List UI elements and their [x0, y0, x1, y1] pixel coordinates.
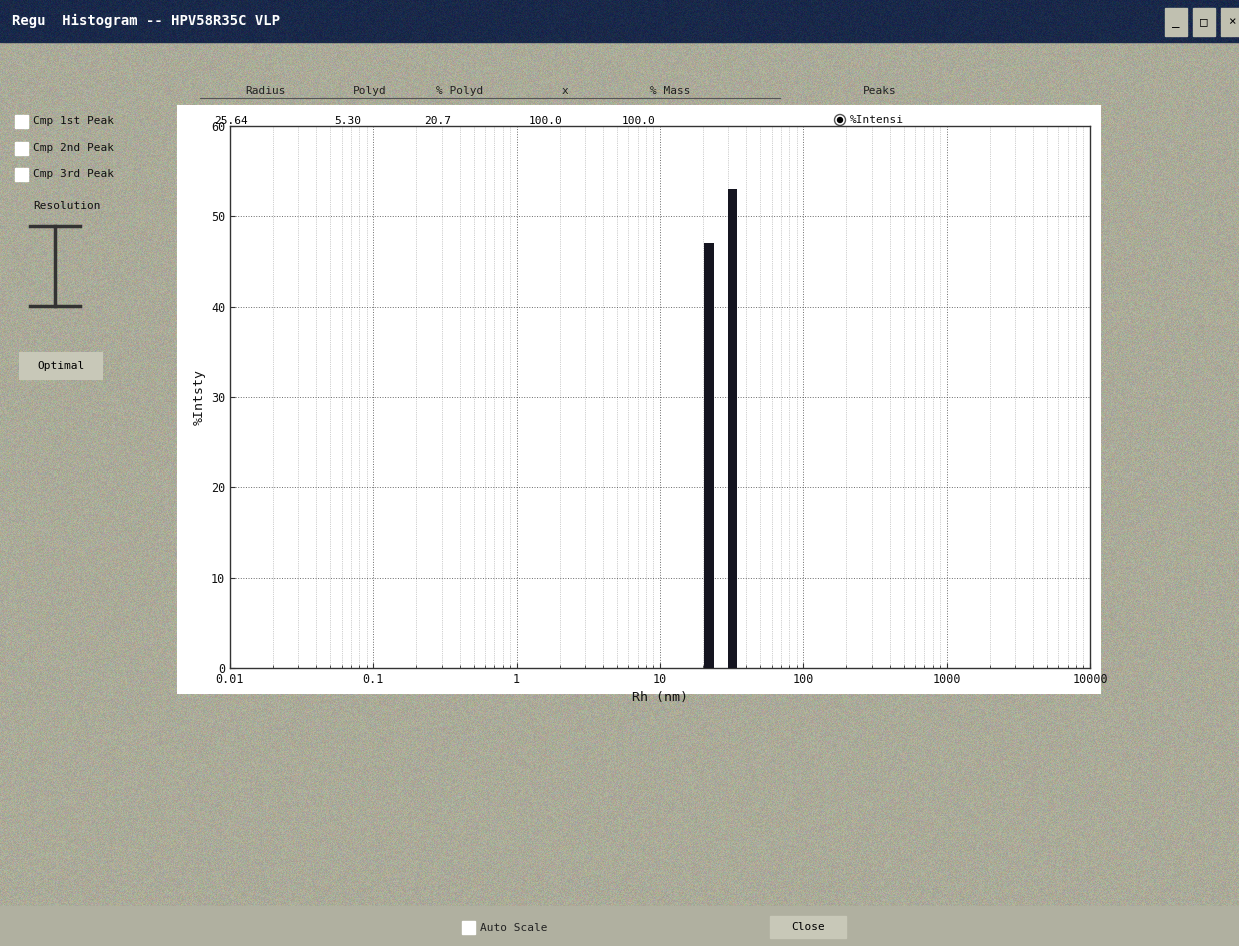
- Text: 5.30: 5.30: [335, 116, 361, 126]
- Bar: [15, 115, 28, 128]
- Bar: [15, 142, 28, 155]
- Circle shape: [838, 117, 843, 122]
- Text: Optimal: Optimal: [37, 361, 84, 371]
- Text: Auto Scale: Auto Scale: [479, 923, 548, 933]
- X-axis label: Rh (nm): Rh (nm): [632, 692, 688, 705]
- Bar: [1193, 8, 1215, 36]
- Text: Mass: Mass: [850, 143, 877, 153]
- Bar: [420, 110, 488, 130]
- Bar: [15, 168, 28, 181]
- Bar: [0, 906, 1239, 946]
- Text: Radius: Radius: [245, 86, 285, 96]
- Text: Cmp 3rd Peak: Cmp 3rd Peak: [33, 169, 114, 179]
- Text: Cmp 1st Peak: Cmp 1st Peak: [33, 116, 114, 126]
- Bar: [330, 110, 390, 130]
- Text: % Mass: % Mass: [649, 86, 690, 96]
- Text: Regu  Histogram -- HPV58R35C VLP: Regu Histogram -- HPV58R35C VLP: [12, 14, 280, 28]
- Bar: [525, 110, 593, 130]
- Text: x: x: [561, 86, 569, 96]
- Circle shape: [835, 143, 845, 153]
- Bar: [618, 110, 690, 130]
- Bar: [178, 106, 1100, 693]
- Text: Resolution: Resolution: [33, 201, 100, 211]
- Bar: [727, 189, 737, 668]
- Bar: [769, 916, 846, 938]
- Text: %Intensi: %Intensi: [850, 115, 904, 125]
- Text: 25.64: 25.64: [214, 116, 248, 126]
- Text: Polyd: Polyd: [353, 86, 387, 96]
- Bar: [462, 921, 475, 934]
- Bar: [20, 353, 102, 379]
- Bar: [0, 0, 1239, 42]
- Text: Cmp 2nd Peak: Cmp 2nd Peak: [33, 143, 114, 153]
- Text: _: _: [1172, 15, 1180, 28]
- Text: 100.0: 100.0: [622, 116, 655, 126]
- Bar: [1165, 8, 1187, 36]
- Text: ×: ×: [1228, 15, 1235, 28]
- Text: 20.7: 20.7: [424, 116, 451, 126]
- Text: Close: Close: [792, 922, 825, 932]
- Y-axis label: %Intsty: %Intsty: [192, 369, 206, 425]
- Circle shape: [835, 114, 845, 126]
- Text: Peaks: Peaks: [864, 86, 897, 96]
- Text: % Polyd: % Polyd: [436, 86, 483, 96]
- Text: □: □: [1201, 15, 1208, 28]
- Bar: [1220, 8, 1239, 36]
- Text: 100.0: 100.0: [529, 116, 563, 126]
- Bar: [209, 110, 315, 130]
- Bar: [704, 243, 714, 668]
